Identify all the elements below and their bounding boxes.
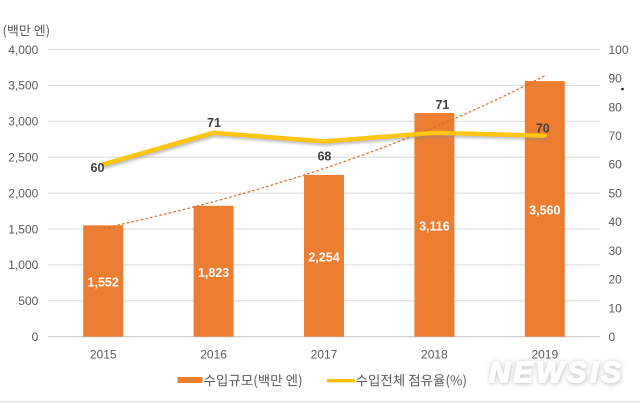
- svg-text:10: 10: [609, 301, 623, 315]
- svg-text:100: 100: [609, 43, 629, 57]
- svg-text:68: 68: [317, 150, 331, 164]
- svg-text:3,500: 3,500: [8, 79, 38, 93]
- svg-text:20: 20: [609, 273, 623, 287]
- svg-text:0: 0: [32, 330, 39, 344]
- svg-text:80: 80: [609, 100, 623, 114]
- svg-text:500: 500: [18, 294, 38, 308]
- svg-text:40: 40: [609, 215, 623, 229]
- svg-text:3,116: 3,116: [419, 220, 450, 234]
- svg-text:3,000: 3,000: [8, 115, 38, 129]
- svg-text:71: 71: [207, 116, 221, 130]
- svg-text:3,560: 3,560: [529, 204, 560, 218]
- svg-text:2015: 2015: [90, 347, 117, 361]
- svg-text:2,000: 2,000: [8, 186, 38, 200]
- svg-text:1,823: 1,823: [198, 266, 229, 280]
- svg-text:2016: 2016: [200, 347, 227, 361]
- svg-text:2,254: 2,254: [308, 251, 339, 265]
- svg-text:60: 60: [91, 161, 105, 175]
- svg-text:70: 70: [536, 121, 550, 135]
- svg-text:50: 50: [609, 186, 623, 200]
- svg-text:1,552: 1,552: [88, 276, 119, 290]
- svg-text:30: 30: [609, 244, 623, 258]
- svg-text:0: 0: [609, 330, 616, 344]
- svg-text:4,000: 4,000: [8, 43, 38, 57]
- svg-text:2017: 2017: [311, 347, 338, 361]
- svg-text:90: 90: [609, 72, 623, 86]
- svg-text:60: 60: [609, 158, 623, 172]
- svg-text:2018: 2018: [421, 347, 448, 361]
- svg-text:1,500: 1,500: [8, 222, 38, 236]
- svg-text:2019: 2019: [531, 347, 558, 361]
- svg-text:2,500: 2,500: [8, 151, 38, 165]
- svg-text:70: 70: [609, 129, 623, 143]
- svg-text:71: 71: [435, 98, 449, 112]
- svg-text:1,000: 1,000: [8, 258, 38, 272]
